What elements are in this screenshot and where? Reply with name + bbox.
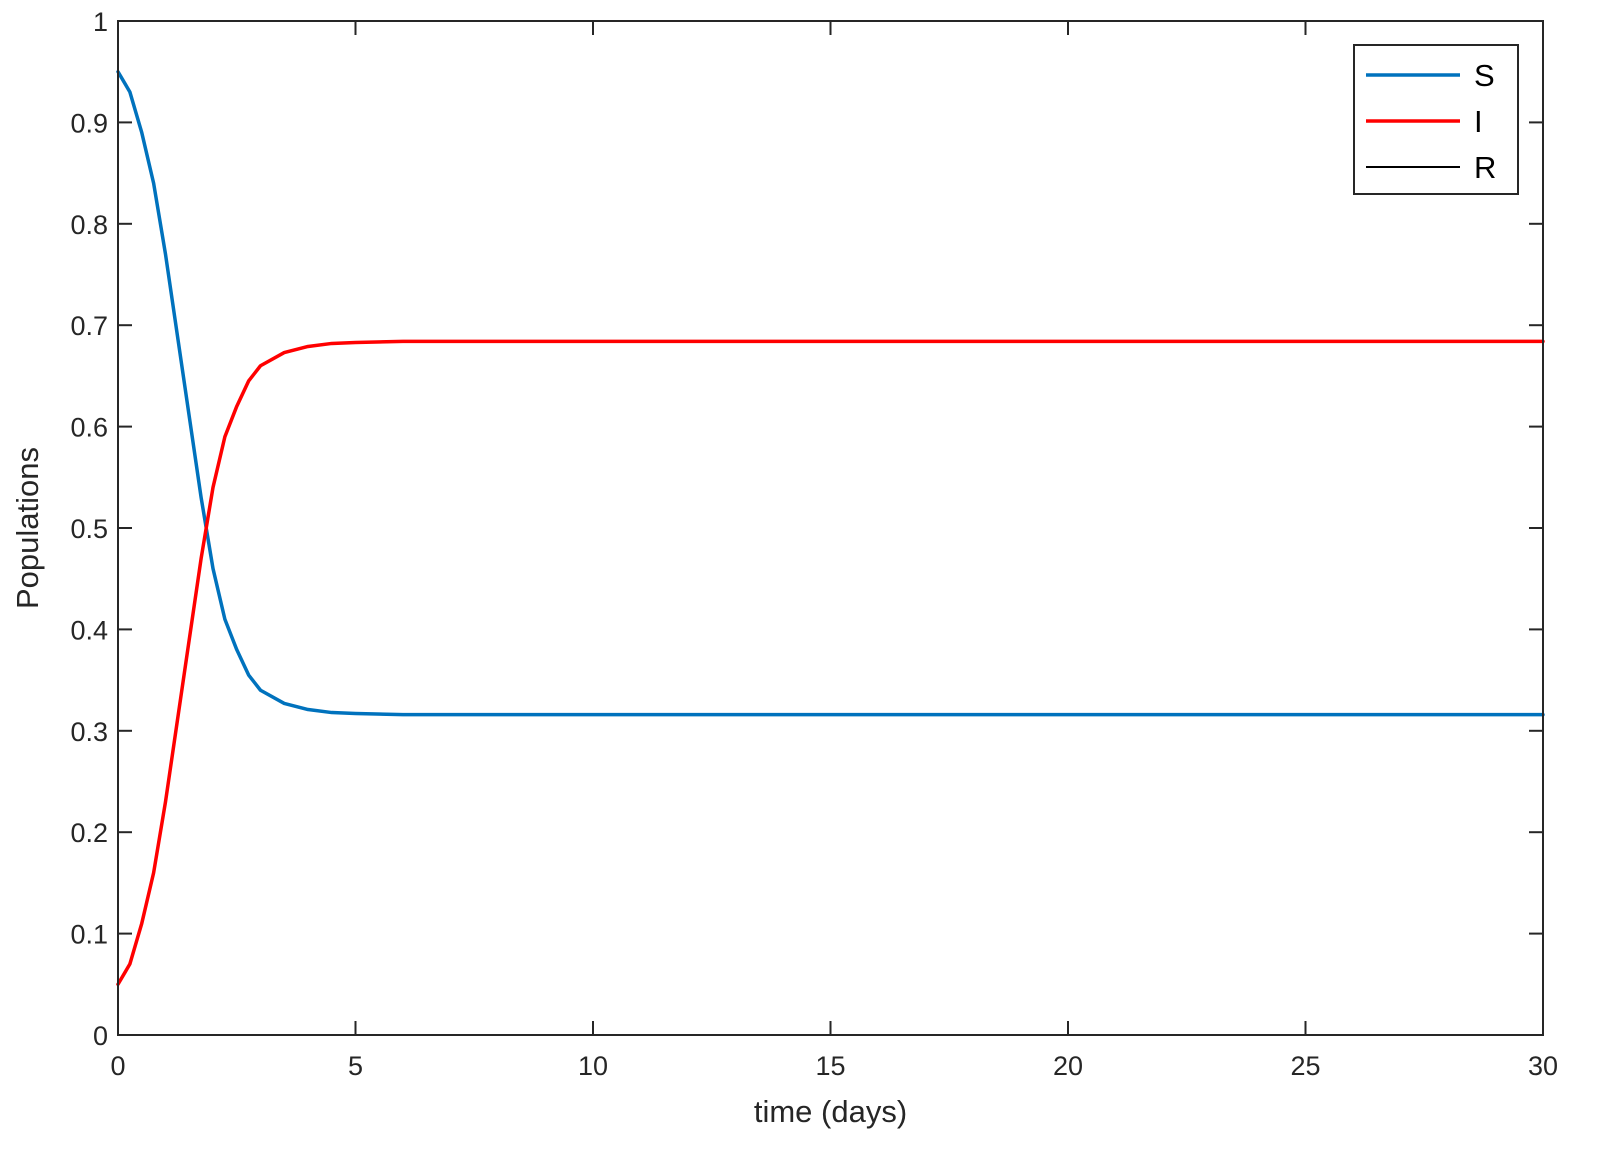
y-tick-label: 0.8	[70, 210, 108, 240]
y-tick-label: 0.7	[70, 311, 108, 341]
y-tick-label: 0.6	[70, 413, 108, 443]
x-tick-label: 10	[578, 1051, 608, 1081]
y-tick-label: 0.9	[70, 108, 108, 138]
x-axis-label: time (days)	[754, 1094, 907, 1129]
legend-label-i: I	[1474, 104, 1483, 139]
y-tick-label: 0.4	[70, 615, 108, 645]
y-tick-label: 0.2	[70, 818, 108, 848]
y-axis-label: Populations	[10, 447, 45, 609]
x-tick-label: 20	[1053, 1051, 1083, 1081]
series-line-s	[116, 69, 1545, 717]
y-tick-label: 0.5	[70, 514, 108, 544]
series-line-i	[116, 339, 1545, 987]
x-tick-label: 30	[1528, 1051, 1558, 1081]
y-tick-label: 0.3	[70, 717, 108, 747]
x-tick-label: 0	[110, 1051, 125, 1081]
y-tick-label: 1	[93, 7, 108, 37]
legend-label-s: S	[1474, 58, 1495, 93]
x-tick-label: 15	[815, 1051, 845, 1081]
y-tick-label: 0	[93, 1021, 108, 1051]
x-tick-label: 5	[348, 1051, 363, 1081]
plot-area	[118, 21, 1543, 1035]
x-tick-label: 25	[1290, 1051, 1320, 1081]
legend-label-r: R	[1474, 150, 1496, 185]
axes-layer: 0 5 10 15 20 25 30 0 0.1 0.2 0.3 0.4 0.5 0.6 0.7 0.8 0.9…	[70, 7, 1558, 1081]
legend: SIR	[1353, 44, 1519, 195]
y-tick-label: 0.1	[70, 920, 108, 950]
plot-background	[118, 21, 1543, 1035]
